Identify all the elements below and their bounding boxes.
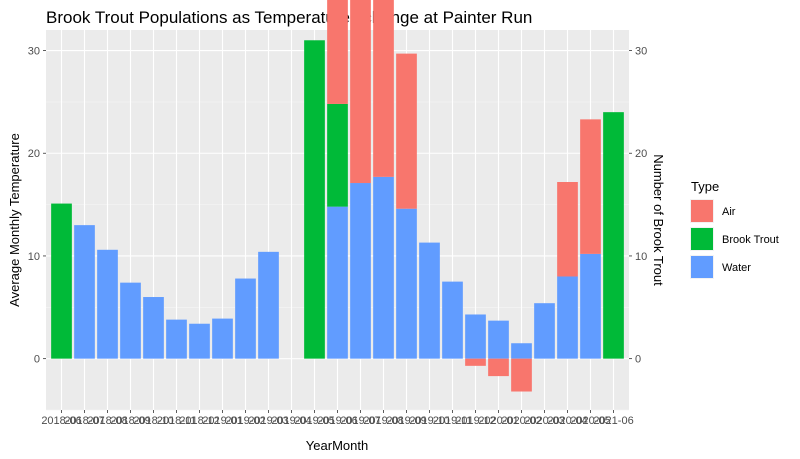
y2-tick-label: 30: [635, 46, 647, 58]
bar-water: [350, 183, 371, 359]
bar-brook-trout: [603, 112, 624, 359]
legend-label-air: Air: [722, 206, 736, 218]
bar-water: [396, 208, 417, 359]
bar-air: [373, 0, 394, 177]
bar-water: [327, 206, 348, 359]
bar-water: [212, 318, 233, 359]
x-tick-label: 2019-02: [225, 415, 265, 427]
y-axis: 0 10 20 30: [28, 46, 46, 366]
y2-tick-label: 20: [635, 148, 647, 160]
x-tick-label: 2019-08: [363, 415, 403, 427]
bar-water: [120, 282, 141, 359]
x-tick-label: 2019-10: [409, 415, 449, 427]
x-tick-label: 2019-06: [317, 415, 357, 427]
y2-axis-title: Number of Brook Trout: [651, 154, 666, 286]
y-tick-label: 10: [28, 251, 40, 263]
x-tick-label: 2018-12: [179, 415, 219, 427]
x-tick-label: 2020-05: [570, 415, 610, 427]
x-tick-label: 2018-09: [110, 415, 150, 427]
legend-swatch-air: [691, 200, 713, 222]
x-tick-label: 2018-07: [64, 415, 104, 427]
x-tick-label: 2018-06: [41, 415, 81, 427]
bar-air: [557, 182, 578, 277]
x-tick-label: 2019-12: [455, 415, 495, 427]
bar-water: [511, 343, 532, 359]
x-tick-label: 2020-04: [547, 415, 587, 427]
bar-brook-trout: [51, 203, 72, 359]
x-axis-title: YearMonth: [306, 438, 368, 453]
x-tick-label: 2019-05: [294, 415, 334, 427]
bar-water: [166, 319, 187, 359]
x-tick-label: 2019-03: [248, 415, 288, 427]
x-tick-label: 2021-06: [593, 415, 633, 427]
legend-swatch-brook-trout: [691, 228, 713, 250]
bar-water: [74, 225, 95, 359]
bar-water: [419, 242, 440, 359]
bar-water: [97, 249, 118, 359]
y-axis-title: Average Monthly Temperature: [7, 133, 22, 307]
x-tick-label: 2018-11: [157, 415, 197, 427]
legend-swatch-water: [691, 256, 713, 278]
y-tick-label: 0: [34, 354, 40, 366]
x-tick-label: 2019-11: [433, 415, 473, 427]
bar-water: [258, 251, 279, 359]
bar-air: [350, 0, 371, 184]
x-tick-label: 2019-04: [271, 415, 311, 427]
bar-water: [557, 276, 578, 359]
bar-air: [465, 358, 486, 366]
legend-label-brook-trout: Brook Trout: [722, 234, 779, 246]
bar-water: [488, 320, 509, 359]
bar-brook-trout: [327, 103, 348, 207]
y2-tick-label: 10: [635, 251, 647, 263]
bar-air: [511, 358, 532, 392]
y2-axis: 0 10 20 30: [629, 46, 647, 366]
x-tick-label: 2020-01: [478, 415, 518, 427]
x-tick-label: 2020-02: [501, 415, 541, 427]
bar-water: [465, 314, 486, 359]
chart-title: Brook Trout Populations as Temperatures …: [46, 8, 532, 27]
bar-water: [235, 278, 256, 359]
y2-tick-label: 0: [635, 354, 641, 366]
bar-air: [488, 358, 509, 377]
x-tick-label: 2019-09: [386, 415, 426, 427]
y-tick-label: 20: [28, 148, 40, 160]
bar-water: [373, 176, 394, 359]
bar-water: [442, 281, 463, 359]
bar-water: [534, 303, 555, 359]
legend-title: Type: [691, 179, 719, 194]
x-tick-label: 2020-03: [524, 415, 564, 427]
x-axis: 2018-062018-072018-082018-092018-102018-…: [41, 410, 634, 427]
bar-brook-trout: [304, 40, 325, 359]
bar-air: [327, 0, 348, 104]
bar-air: [396, 53, 417, 209]
y-tick-label: 30: [28, 46, 40, 58]
x-tick-label: 2019-01: [202, 415, 242, 427]
bars: [51, 0, 624, 392]
x-tick-label: 2019-07: [340, 415, 380, 427]
legend-label-water: Water: [722, 262, 751, 274]
bar-water: [189, 323, 210, 359]
x-tick-label: 2018-10: [133, 415, 173, 427]
bar-water: [580, 253, 601, 359]
bar-water: [143, 297, 164, 359]
bar-air: [580, 119, 601, 254]
x-tick-label: 2018-08: [87, 415, 127, 427]
legend: Type Air Brook Trout Water: [690, 179, 779, 279]
